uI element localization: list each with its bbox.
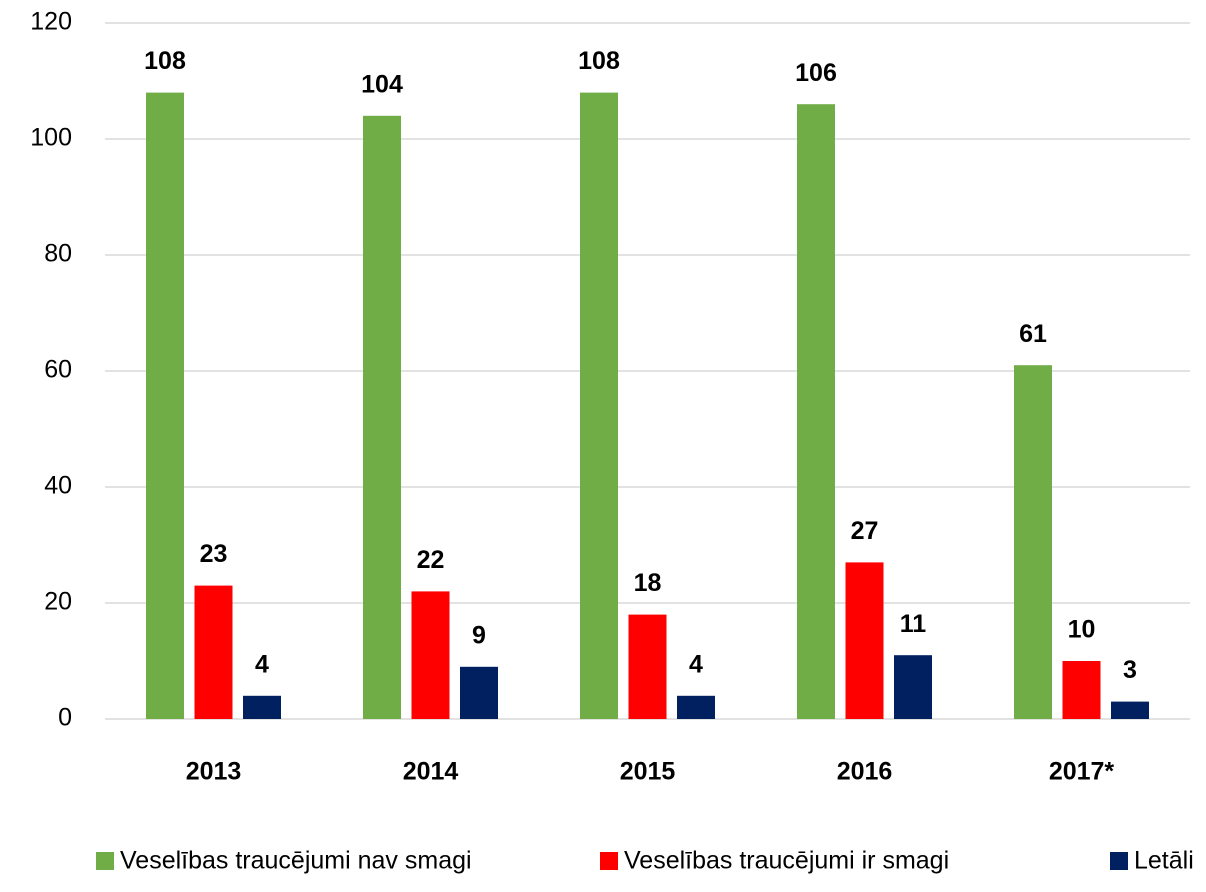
x-tick-label: 2014 (403, 758, 459, 786)
x-tick-label: 2013 (186, 758, 242, 786)
data-label: 11 (900, 610, 927, 638)
bar (1062, 661, 1101, 719)
data-label: 104 (361, 70, 403, 98)
data-label: 27 (851, 517, 879, 545)
data-label: 23 (200, 540, 228, 568)
legend-swatch (96, 852, 114, 870)
data-label: 108 (578, 47, 620, 75)
y-tick-label: 20 (44, 588, 72, 616)
y-tick-label: 0 (58, 704, 72, 732)
bar (677, 695, 715, 719)
data-label: 3 (1123, 656, 1137, 684)
bar (628, 614, 667, 719)
bar (363, 115, 401, 720)
y-tick-label: 60 (44, 356, 72, 384)
data-label: 108 (144, 47, 186, 75)
y-tick-label: 40 (44, 472, 72, 500)
data-label: 18 (634, 569, 662, 597)
bar (411, 591, 450, 719)
bar (243, 695, 281, 719)
data-label: 61 (1019, 320, 1047, 348)
data-label: 10 (1068, 616, 1096, 644)
bar (460, 666, 498, 719)
x-tick-label: 2017* (1049, 758, 1115, 786)
y-tick-label: 120 (30, 8, 72, 36)
legend-swatch (1110, 852, 1128, 870)
legend-swatch (600, 852, 618, 870)
data-label: 106 (795, 59, 837, 87)
bar (146, 92, 184, 720)
legend-label: Letāli (1134, 847, 1194, 875)
data-label: 4 (689, 650, 703, 678)
bar (845, 562, 884, 719)
bar (194, 585, 233, 719)
bar (797, 104, 835, 719)
y-tick-label: 100 (30, 124, 72, 152)
legend-label: Veselības traucējumi nav smagi (120, 847, 472, 875)
bar (894, 655, 932, 719)
legend-label: Veselības traucējumi ir smagi (624, 847, 949, 875)
x-tick-label: 2015 (620, 758, 676, 786)
data-label: 22 (417, 546, 445, 574)
data-label: 4 (255, 650, 269, 678)
bar (1111, 701, 1149, 719)
y-tick-label: 80 (44, 240, 72, 268)
bar (580, 92, 618, 720)
data-label: 9 (472, 621, 486, 649)
bar (1014, 365, 1052, 719)
x-tick-label: 2016 (837, 758, 893, 786)
